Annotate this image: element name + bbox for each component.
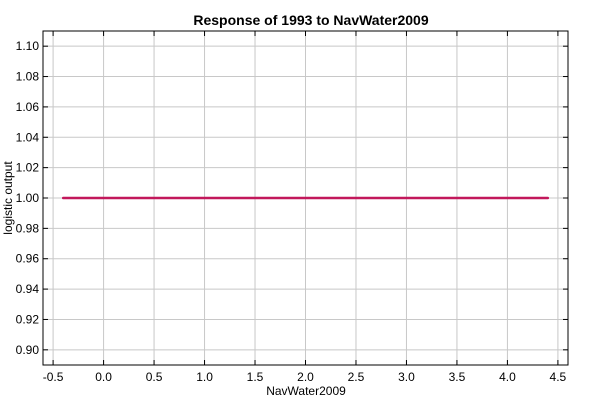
x-tick-label: 0.5 (146, 370, 163, 384)
y-tick-label: 0.94 (16, 282, 40, 296)
x-tick-label: 3.5 (449, 370, 466, 384)
chart-title: Response of 1993 to NavWater2009 (193, 12, 428, 28)
grid-layer (43, 31, 568, 365)
y-tick-label: 1.04 (16, 130, 40, 144)
x-tick-label: 1.0 (196, 370, 213, 384)
y-tick-label: 1.08 (16, 70, 40, 84)
y-tick-label: 0.92 (16, 312, 40, 326)
x-tick-label: -0.5 (43, 370, 64, 384)
y-tick-label: 0.98 (16, 221, 40, 235)
x-tick-label: 4.5 (550, 370, 567, 384)
x-tick-label: 2.0 (297, 370, 314, 384)
x-tick-label: 2.5 (348, 370, 365, 384)
y-tick-label: 0.96 (16, 252, 40, 266)
x-tick-label: 0.0 (95, 370, 112, 384)
x-tick-label: 4.0 (499, 370, 516, 384)
y-axis-label: logistic output (1, 161, 15, 235)
y-tick-label: 1.02 (16, 161, 40, 175)
tick-layer: -0.5 0.0 0.5 1.0 1.5 2.0 2.5 3.0 3.5 4.0 4.5 0.90 0.… (16, 31, 568, 384)
y-tick-label: 1.10 (16, 39, 40, 53)
plot-frame (42, 30, 569, 366)
x-axis-label: NavWater2009 (266, 384, 346, 398)
x-tick-label: 3.0 (398, 370, 415, 384)
y-tick-label: 1.00 (16, 191, 40, 205)
x-tick-label: 1.5 (247, 370, 264, 384)
y-tick-label: 0.90 (16, 343, 40, 357)
y-tick-label: 1.06 (16, 100, 40, 114)
